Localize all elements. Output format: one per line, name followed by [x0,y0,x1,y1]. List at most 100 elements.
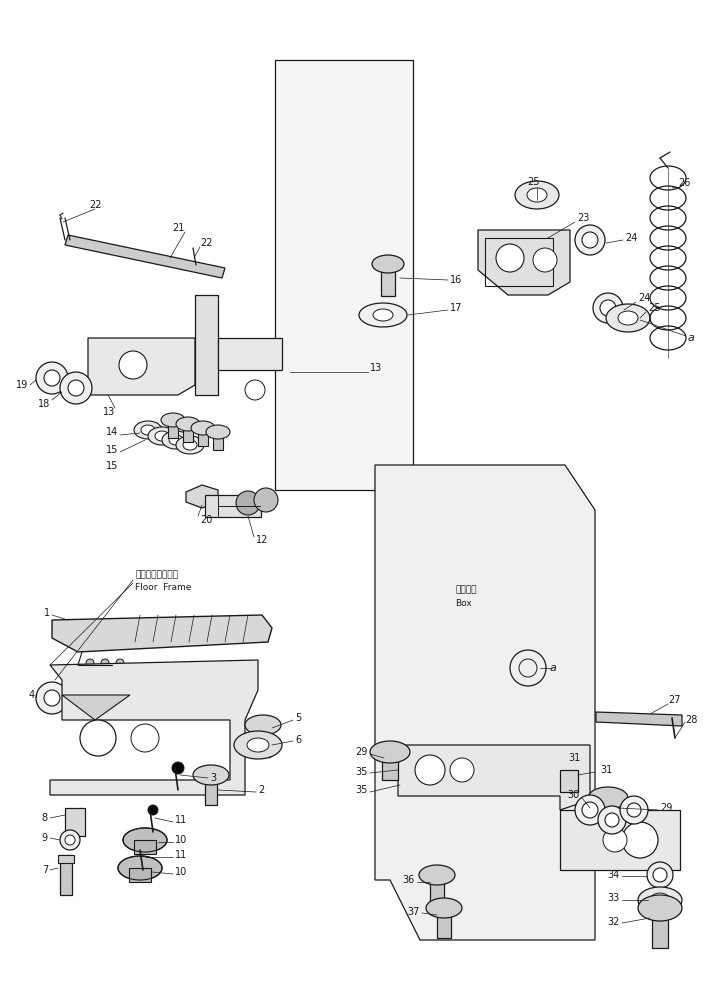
Polygon shape [398,745,590,810]
Polygon shape [218,338,282,370]
Circle shape [119,351,147,379]
Text: Floor  Frame: Floor Frame [135,583,191,592]
Bar [560,770,578,792]
Text: 4: 4 [29,690,35,700]
Ellipse shape [162,431,190,449]
Ellipse shape [606,304,650,332]
Ellipse shape [123,828,167,852]
Circle shape [36,682,68,714]
Polygon shape [88,338,195,395]
Bar [256,725,270,757]
Ellipse shape [372,255,404,273]
Bar [129,868,151,882]
Ellipse shape [183,440,197,450]
Text: 31: 31 [600,765,612,775]
Text: 24: 24 [638,293,650,303]
Ellipse shape [141,425,155,435]
Text: 29: 29 [660,803,672,813]
Ellipse shape [176,417,200,431]
Text: フロア　フレーム: フロア フレーム [135,570,178,579]
Circle shape [415,755,445,785]
Ellipse shape [370,741,410,763]
Text: 35: 35 [356,767,368,777]
Ellipse shape [206,425,230,439]
Circle shape [86,659,94,667]
Bar [60,855,72,895]
Polygon shape [375,465,595,940]
Text: 26: 26 [678,178,690,188]
Text: a: a [550,663,557,673]
Circle shape [36,362,68,394]
Text: 12: 12 [256,535,268,545]
Circle shape [496,244,524,272]
Ellipse shape [176,436,204,454]
Text: 20: 20 [200,515,213,525]
Text: 19: 19 [16,380,28,390]
Ellipse shape [134,421,162,439]
Bar [58,855,74,863]
Text: 10: 10 [175,835,188,845]
Circle shape [598,806,626,834]
Circle shape [575,795,605,825]
Circle shape [68,380,84,396]
Text: ボックス: ボックス [455,585,477,594]
Text: 23: 23 [577,213,589,223]
Ellipse shape [373,309,393,321]
Ellipse shape [638,887,682,913]
Circle shape [627,803,641,817]
Circle shape [44,690,60,706]
Ellipse shape [247,738,269,752]
Text: 22: 22 [200,238,213,248]
Circle shape [148,805,158,815]
Text: a: a [688,333,695,343]
Circle shape [60,830,80,850]
Circle shape [131,724,159,752]
Ellipse shape [650,893,670,907]
Bar [198,428,208,446]
Ellipse shape [245,715,281,735]
Text: 27: 27 [668,695,680,705]
Bar [205,775,217,805]
Circle shape [600,300,616,316]
Circle shape [622,822,658,858]
Bar [430,875,444,905]
Circle shape [593,293,623,323]
Bar [205,495,261,517]
Text: 35: 35 [356,785,368,795]
Text: 28: 28 [685,715,697,725]
Bar [485,238,553,286]
Polygon shape [275,60,413,490]
Circle shape [603,828,627,852]
Polygon shape [478,230,570,295]
Bar [382,752,398,780]
Circle shape [605,813,619,827]
Bar [437,908,451,938]
Polygon shape [62,695,130,720]
Ellipse shape [638,895,682,921]
Text: 24: 24 [625,233,637,243]
Ellipse shape [359,303,407,327]
Text: 34: 34 [608,870,620,880]
Text: 6: 6 [295,735,301,745]
Circle shape [653,868,667,882]
Polygon shape [195,295,218,395]
Circle shape [254,488,278,512]
Circle shape [620,796,648,824]
Text: 8: 8 [42,813,48,823]
Circle shape [101,659,109,667]
Text: 10: 10 [175,867,188,877]
Text: 3: 3 [210,773,216,783]
Circle shape [172,762,184,774]
Text: 29: 29 [356,747,368,757]
Ellipse shape [161,413,185,427]
Circle shape [44,370,60,386]
Bar [183,424,193,442]
Circle shape [533,248,557,272]
Ellipse shape [419,865,455,885]
Text: 2: 2 [258,785,264,795]
Text: 25: 25 [648,303,660,313]
Circle shape [450,758,474,782]
Ellipse shape [118,856,162,880]
Text: 37: 37 [407,907,420,917]
Circle shape [582,232,598,248]
